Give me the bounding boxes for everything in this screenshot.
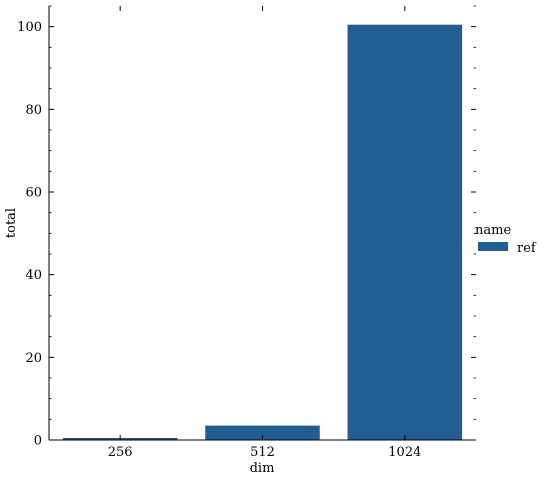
y-tick-label-100: 100 [17,20,42,35]
legend-title: name [475,223,511,238]
y-tick-label-20: 20 [25,351,42,366]
y-tick-label-0: 0 [34,434,42,449]
x-tick-label-256: 256 [108,445,133,460]
legend-label-ref: ref [517,241,537,256]
x-axis-label: dim [250,461,275,476]
y-tick-label-60: 60 [25,186,42,201]
y-tick-label-40: 40 [25,268,42,283]
y-tick-label-80: 80 [25,103,42,118]
legend: name ref [475,223,537,256]
x-tick-label-512: 512 [250,445,275,460]
legend-swatch-ref [478,242,508,251]
bars-layer [62,24,463,441]
axes-layer: 0 20 40 60 80 100 256 512 1024 [17,5,476,460]
y-axis-label: total [4,208,19,238]
bar-1024 [347,24,463,441]
x-tick-label-1024: 1024 [388,445,421,460]
